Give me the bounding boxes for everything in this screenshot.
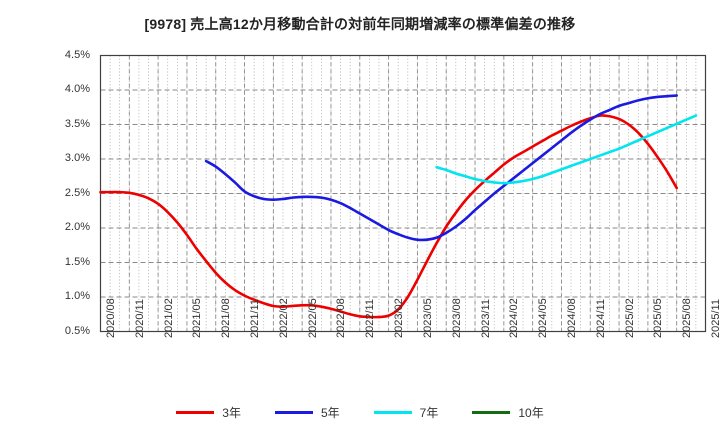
- legend-label: 7年: [419, 406, 439, 420]
- gridlines-horizontal: [100, 89, 706, 298]
- y-axis-tick-label: 1.5%: [64, 255, 90, 268]
- x-axis-tick-label: 2023/11: [479, 298, 492, 338]
- x-axis-tick-label: 2023/05: [421, 297, 434, 338]
- legend-item[interactable]: 10年: [472, 404, 544, 421]
- series-lines: [99, 94, 698, 319]
- y-axis-tick-label: 3.5%: [64, 117, 90, 130]
- legend-item[interactable]: 7年: [373, 404, 439, 421]
- x-axis-tick-label: 2024/05: [537, 297, 550, 338]
- legend-label: 5年: [320, 406, 340, 420]
- x-axis-tick-label: 2024/08: [565, 297, 578, 338]
- x-axis-tick-label: 2022/02: [277, 297, 290, 338]
- legend-color-swatch: [472, 411, 511, 414]
- legend-item[interactable]: 5年: [274, 404, 340, 421]
- legend-color-swatch: [373, 411, 412, 414]
- x-axis-tick-label: 2022/11: [364, 298, 377, 338]
- legend-label: 3年: [222, 406, 241, 420]
- legend-label: 10年: [518, 406, 544, 420]
- y-axis-tick-label: 2.5%: [64, 186, 90, 199]
- x-axis-tick-label: 2023/02: [393, 297, 406, 338]
- x-axis-tick-label: 2020/11: [133, 298, 146, 338]
- y-axis-tick-label: 3.0%: [64, 152, 90, 164]
- x-axis-tick-label: 2022/08: [335, 297, 348, 338]
- x-axis-tick-label: 2021/08: [220, 297, 233, 338]
- x-axis-tick-label: 2024/11: [594, 298, 607, 338]
- legend-color-swatch: [176, 411, 215, 414]
- major-gridlines-vertical: [128, 55, 678, 332]
- y-axis-tick-label: 1.0%: [64, 290, 90, 302]
- x-axis-tick-label: 2025/05: [652, 297, 665, 338]
- x-axis-tick-label: 2025/08: [681, 297, 694, 338]
- x-axis-tick-label: 2020/08: [105, 297, 117, 338]
- x-axis-tick-label: 2025/02: [623, 297, 636, 338]
- plot-frame: [99, 54, 707, 333]
- y-axis-tick-label: 2.0%: [64, 221, 90, 233]
- x-axis-tick-label: 2024/02: [508, 297, 521, 338]
- x-axis-tick-label: 2021/02: [162, 297, 175, 338]
- x-axis-tick-label: 2025/11: [710, 298, 720, 338]
- y-axis-tick-label: 4.5%: [64, 48, 90, 61]
- x-axis-tick-label: 2021/05: [191, 297, 204, 338]
- x-axis-tick-label: 2023/08: [450, 297, 463, 338]
- x-axis-tick-label: 2021/11: [249, 298, 262, 338]
- legend-color-swatch: [274, 411, 313, 414]
- x-axis-tick-label: 2022/05: [306, 297, 319, 338]
- y-axis-tick-label: 0.5%: [64, 324, 90, 337]
- chart-title: [9978] 売上高12か月移動合計の対前年同期増減率の標準偏差の推移: [144, 16, 576, 32]
- chart-legend: 3年 5年 7年 10年: [0, 404, 720, 421]
- y-axis-tick-label: 4.0%: [64, 83, 90, 95]
- legend-item[interactable]: 3年: [176, 404, 241, 421]
